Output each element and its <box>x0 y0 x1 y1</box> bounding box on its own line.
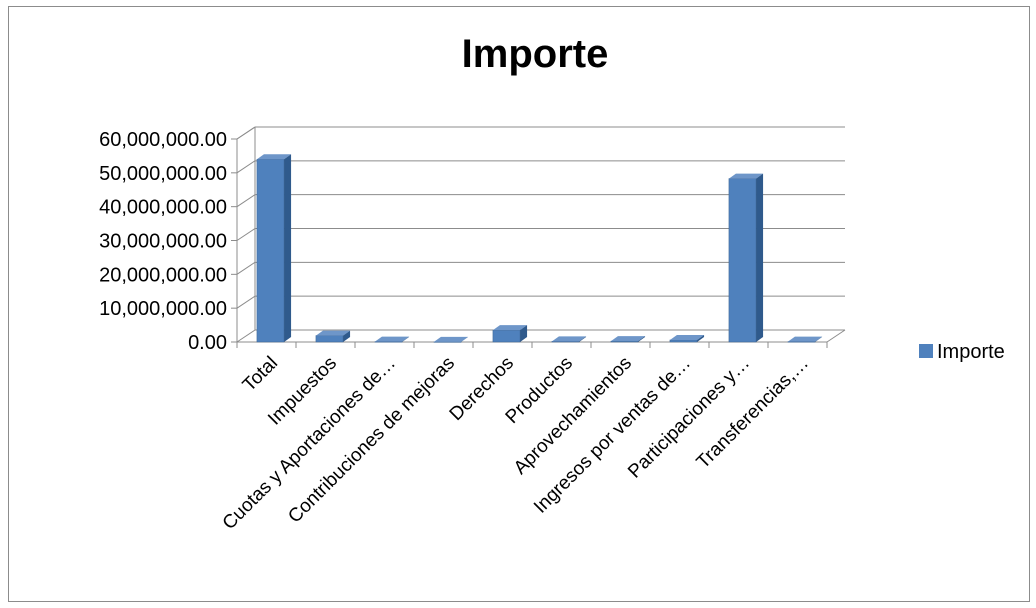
gridline-side <box>236 228 256 241</box>
bar-side <box>815 336 823 342</box>
bar-side <box>756 173 764 342</box>
bar-side <box>343 330 351 342</box>
bar-front <box>728 178 757 343</box>
y-tick-label: 60,000,000.00 <box>99 129 227 151</box>
bar-top <box>256 154 292 160</box>
bar-front <box>610 340 639 343</box>
gridline-side <box>236 261 256 275</box>
bar <box>787 336 823 343</box>
bar-front <box>492 329 521 343</box>
bar-top <box>374 336 410 342</box>
bar-side <box>461 336 469 342</box>
bar-side <box>402 336 410 342</box>
bar-top <box>610 336 646 342</box>
gridline-side <box>236 126 256 140</box>
bar-side <box>579 336 587 342</box>
bar-top <box>433 336 469 342</box>
bar-side <box>284 154 292 342</box>
y-axis: 0.00 10,000,000.00 20,000,000.00 30,000,000… <box>99 129 237 354</box>
chart-svg: Importe 0.00 10,000,000.00 20,000,000.00 30… <box>99 32 1005 534</box>
gridline-side <box>236 194 256 208</box>
y-tick-label: 0.00 <box>188 332 227 354</box>
y-tick-label: 40,000,000.00 <box>99 197 227 219</box>
bars <box>256 154 823 343</box>
y-tick-label: 30,000,000.00 <box>99 231 227 253</box>
bar <box>669 334 705 343</box>
bar <box>492 325 528 343</box>
bar-top <box>492 325 528 331</box>
bar-side <box>638 336 646 342</box>
gridline-side <box>236 160 256 174</box>
floor-right-edge <box>826 329 846 343</box>
bar-side <box>520 325 528 342</box>
x-tick-label: Transferencias,… <box>693 353 813 473</box>
bar-side <box>697 334 705 342</box>
bar-front <box>374 341 403 343</box>
bar <box>315 330 351 343</box>
legend-swatch <box>919 344 933 358</box>
bar-front <box>315 335 344 343</box>
bar-top <box>787 336 823 342</box>
bar-top <box>728 173 764 179</box>
bar-top <box>669 334 705 340</box>
bar-front <box>669 339 698 343</box>
bar-top <box>551 336 587 342</box>
y-tick-label: 20,000,000.00 <box>99 264 227 286</box>
bar <box>728 173 764 343</box>
bar-front <box>787 341 816 343</box>
bar <box>256 154 292 343</box>
gridline-side <box>236 295 256 309</box>
x-tick-label: Total <box>239 353 282 396</box>
y-tick-label: 50,000,000.00 <box>99 163 227 185</box>
bar-top <box>315 330 351 336</box>
bar <box>433 336 469 343</box>
bar-front <box>433 341 462 343</box>
y-tick-label: 10,000,000.00 <box>99 298 227 320</box>
bar <box>610 336 646 343</box>
legend: Importe <box>919 341 1005 363</box>
gridline-side <box>236 329 256 343</box>
bar-front <box>256 159 285 343</box>
legend-label: Importe <box>937 341 1005 363</box>
chart-title: Importe <box>462 32 609 76</box>
bar-front <box>551 341 580 343</box>
chart-area: Importe 0.00 10,000,000.00 20,000,000.00 30… <box>8 6 1030 602</box>
bar <box>551 336 587 343</box>
bar <box>374 336 410 343</box>
